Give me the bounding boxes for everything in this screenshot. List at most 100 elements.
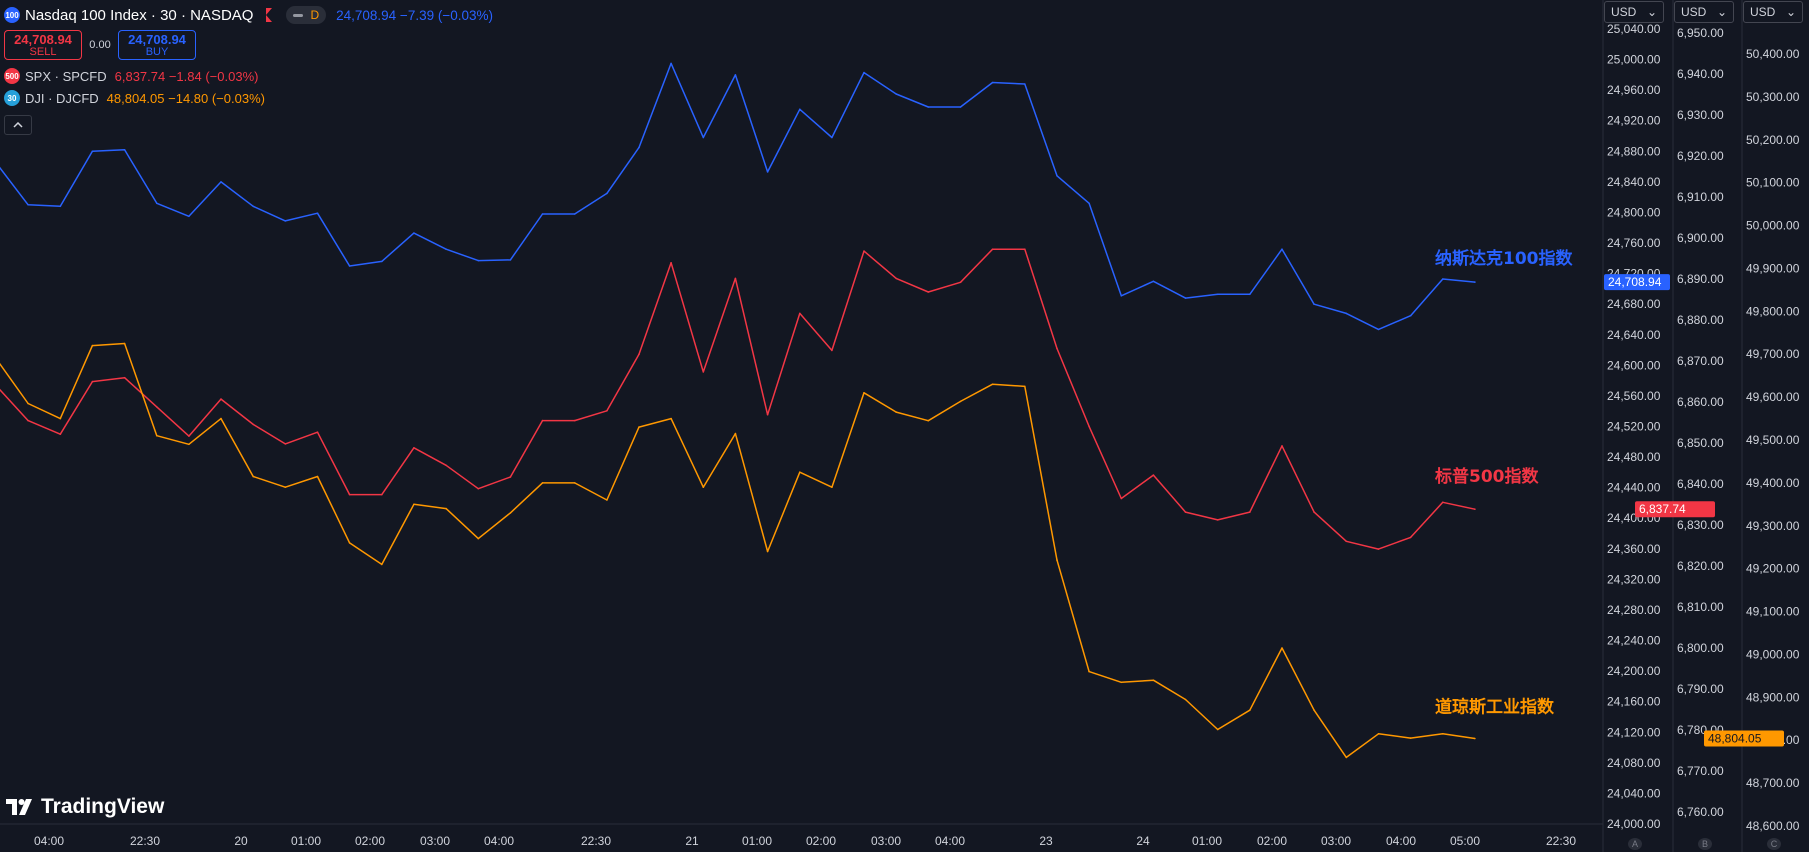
series-label-ndx: 纳斯达克100指数 (1435, 248, 1573, 269)
data-point (316, 431, 319, 434)
compare-row-dji[interactable]: 30 DJI · DJCFD 48,804.05 −14.80 (−0.03%) (4, 87, 493, 109)
price-tick-label: 6,910.00 (1677, 190, 1724, 204)
data-point (156, 406, 158, 408)
scale-tag-c[interactable]: C (1767, 838, 1781, 850)
compare-row-spx[interactable]: 500 SPX · SPCFD 6,837.74 −1.84 (−0.03%) (4, 65, 493, 87)
main-symbol-row[interactable]: 100 Nasdaq 100 Index · 30 · NASDAQ D 24,… (4, 4, 493, 26)
data-point (477, 537, 480, 540)
data-point (477, 487, 480, 490)
data-point (188, 215, 190, 218)
currency-select-b[interactable]: USD ⌄ (1674, 1, 1734, 23)
time-tick-label: 03:00 (1321, 834, 1351, 848)
price-tick-label: 24,480.00 (1607, 450, 1661, 464)
scale-tag-b[interactable]: B (1698, 838, 1712, 850)
currency-select-a-label: USD (1611, 5, 1637, 19)
price-tick-label: 24,000.00 (1607, 817, 1661, 831)
data-point (1249, 293, 1251, 296)
delayed-label: D (310, 8, 320, 22)
price-tick-label: 49,800.00 (1746, 304, 1800, 318)
time-tick-label: 04:00 (1386, 834, 1416, 848)
price-tick-label: 49,200.00 (1746, 562, 1800, 576)
data-point (91, 344, 94, 347)
nasdaq-badge-icon: 100 (4, 7, 20, 23)
data-point (1216, 519, 1219, 521)
compare-symbol-dji[interactable]: DJI · DJCFD (25, 90, 99, 106)
data-point (831, 486, 833, 489)
buy-button[interactable]: 24,708.94 BUY (118, 30, 196, 60)
sell-button[interactable]: 24,708.94 SELL (4, 30, 82, 60)
currency-select-a[interactable]: USD ⌄ (1604, 1, 1664, 23)
main-symbol-title[interactable]: Nasdaq 100 Index · 30 · NASDAQ (25, 6, 254, 24)
data-point (188, 443, 190, 446)
time-tick-label: 04:00 (484, 834, 514, 848)
time-tick-label: 02:00 (355, 834, 385, 848)
chart-legend: 100 Nasdaq 100 Index · 30 · NASDAQ D 24,… (4, 4, 493, 135)
flag-icon[interactable] (266, 8, 273, 22)
time-tick-label: 22:30 (581, 834, 611, 848)
price-tick-label: 24,640.00 (1607, 328, 1661, 342)
collapse-legend-button[interactable] (4, 115, 32, 135)
data-point (1377, 548, 1380, 550)
data-point (445, 464, 447, 467)
data-point (1024, 83, 1026, 85)
price-tick-label: 6,870.00 (1677, 354, 1724, 368)
buy-label: BUY (145, 46, 169, 58)
tradingview-logo[interactable]: TradingView (6, 795, 164, 819)
data-point (1249, 511, 1251, 513)
data-point (991, 81, 994, 84)
data-point (509, 512, 512, 514)
data-point (1088, 670, 1090, 673)
data-point (766, 550, 769, 553)
data-point (27, 402, 29, 405)
data-point (1345, 540, 1348, 543)
data-point (959, 281, 962, 284)
compare-symbol-spx[interactable]: SPX · SPCFD (25, 68, 107, 84)
dji-badge-icon: 30 (4, 90, 20, 106)
currency-select-c[interactable]: USD ⌄ (1743, 1, 1803, 23)
data-point (1281, 445, 1283, 447)
data-point (863, 71, 865, 74)
data-point (123, 149, 126, 151)
price-tick-label: 49,900.00 (1746, 261, 1800, 275)
data-mode-pill[interactable]: D (286, 6, 327, 24)
price-tick-label: 50,200.00 (1746, 133, 1800, 147)
data-point (1024, 248, 1026, 250)
price-tick-label: 24,080.00 (1607, 756, 1661, 770)
data-point (220, 398, 222, 400)
time-axis-bg[interactable] (0, 824, 1603, 852)
time-tick-label: 03:00 (420, 834, 450, 848)
last-value-tag-a (1604, 274, 1670, 291)
data-point (1249, 709, 1251, 711)
data-point (670, 417, 672, 420)
time-tick-label: 24 (1136, 834, 1150, 848)
data-point (477, 259, 480, 262)
scale-tag-a[interactable]: A (1628, 838, 1642, 850)
price-tick-label: 6,760.00 (1677, 805, 1724, 819)
last-value-tag-label: 6,837.74 (1639, 502, 1686, 516)
price-tick-label: 6,950.00 (1677, 26, 1724, 40)
last-value-tag-c (1704, 730, 1784, 747)
price-tick-label: 6,770.00 (1677, 764, 1724, 778)
currency-select-c-label: USD (1750, 5, 1776, 19)
price-tick-label: 49,300.00 (1746, 519, 1800, 533)
data-point (1442, 278, 1444, 280)
data-point (252, 205, 254, 208)
time-tick-label: 22:30 (130, 834, 160, 848)
data-point (59, 433, 62, 436)
data-point (413, 447, 415, 449)
trade-buttons: 24,708.94 SELL 0.00 24,708.94 BUY (4, 30, 493, 60)
time-tick-label: 05:00 (1450, 834, 1480, 848)
main-symbol-value: 24,708.94 −7.39 (−0.03%) (336, 7, 493, 23)
data-point (1377, 328, 1380, 331)
data-point (252, 475, 254, 478)
data-point (959, 106, 962, 108)
time-tick-label: 01:00 (742, 834, 772, 848)
series-line-dji[interactable] (0, 342, 1476, 759)
data-point (348, 542, 351, 544)
price-tick-label: 24,600.00 (1607, 358, 1661, 372)
data-point (156, 202, 158, 205)
data-point (1345, 756, 1348, 759)
price-tick-label: 48,600.00 (1746, 819, 1800, 833)
data-point (702, 371, 705, 373)
